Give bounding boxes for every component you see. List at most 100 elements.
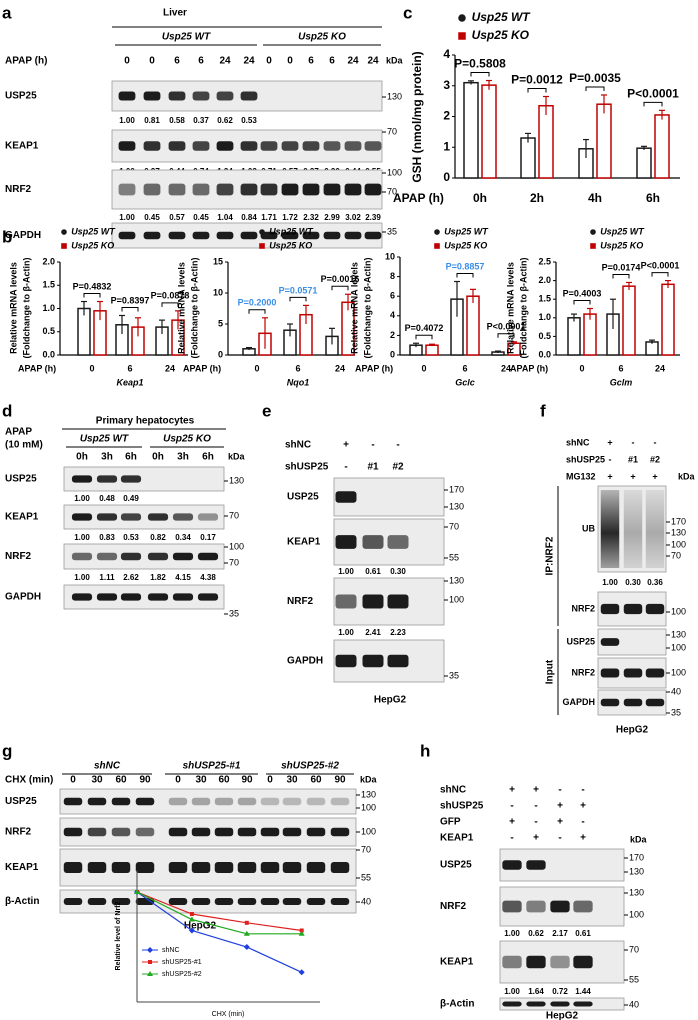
band — [147, 593, 169, 601]
lane-label: #1 — [367, 462, 379, 473]
band — [96, 593, 118, 601]
series-line — [136, 891, 302, 932]
protein-label: NRF2 — [5, 184, 32, 195]
band — [135, 827, 155, 837]
legend-label: Usp25 WT — [71, 226, 116, 236]
quant-label: 1.00 — [504, 987, 520, 996]
y-tick-label: 5 — [218, 318, 223, 328]
marker-label: 130 — [449, 575, 464, 585]
quant-label: 1.00 — [74, 533, 90, 542]
band — [526, 900, 546, 913]
significance-bracket — [456, 273, 474, 278]
legend-marker — [147, 947, 153, 953]
group-label: Usp25 KO — [298, 32, 346, 43]
quant-label: 2.17 — [552, 929, 568, 938]
band — [502, 860, 522, 870]
band — [118, 91, 136, 101]
band — [573, 1001, 593, 1007]
bar — [636, 147, 652, 179]
y-tick-label: 0.5 — [538, 331, 551, 341]
y-tick-label: 1.0 — [538, 312, 551, 322]
point — [188, 916, 195, 922]
lane-label: + — [630, 471, 635, 481]
x-tick-label: 6 — [618, 363, 623, 373]
point — [243, 944, 250, 950]
protein-label: USP25 — [287, 492, 319, 503]
protein-label: KEAP1 — [440, 957, 474, 968]
p-value: P=0.4072 — [405, 323, 444, 333]
band — [306, 898, 326, 905]
band — [260, 231, 278, 240]
condition-label: APAP (h) — [5, 56, 47, 67]
significance-bracket — [612, 273, 630, 279]
band — [282, 797, 302, 806]
quant-label: 0.45 — [144, 213, 160, 222]
quant-label: 0.81 — [144, 116, 160, 125]
protein-label: β-Actin — [440, 999, 474, 1010]
band — [645, 668, 665, 678]
quant-label: 0.36 — [647, 578, 663, 587]
band — [168, 797, 188, 806]
y-tick-label: 1 — [443, 139, 450, 153]
band — [281, 183, 299, 196]
point — [299, 928, 304, 933]
condition-label: MG132 — [566, 471, 596, 481]
band — [237, 861, 257, 874]
x-axis-label: APAP (h) — [510, 363, 548, 373]
quant-label: 0.34 — [175, 533, 191, 542]
bar — [466, 295, 480, 356]
marker-label: 130 — [629, 887, 644, 897]
band — [623, 603, 643, 615]
significance-bracket — [651, 272, 669, 277]
quant-label: 0.53 — [241, 116, 257, 125]
bar — [463, 81, 479, 179]
band — [172, 513, 194, 521]
band — [282, 827, 302, 837]
band — [118, 231, 136, 240]
band — [214, 861, 234, 874]
lane-label: 60 — [115, 775, 127, 786]
band — [216, 183, 234, 196]
marker-label: 100 — [449, 594, 464, 604]
lane-label: - — [558, 833, 561, 844]
y-tick-label: 8 — [390, 271, 395, 281]
y-axis-label: Relative mRNA levels — [8, 262, 18, 354]
lane-label: 0 — [266, 56, 272, 67]
band — [168, 183, 186, 196]
panel-title: Liver — [163, 8, 187, 19]
quant-label: 3.02 — [345, 213, 361, 222]
band — [111, 861, 131, 874]
x-tick-label: 24 — [165, 363, 175, 373]
x-tick-label: 0 — [579, 363, 584, 373]
significance-bracket — [415, 334, 433, 340]
marker-label: 130 — [449, 501, 464, 511]
quant-label: 4.15 — [175, 573, 191, 582]
x-tick-label: 0h — [473, 191, 487, 205]
band — [87, 797, 107, 806]
y-tick-label: 3 — [443, 78, 450, 92]
marker-label: 100 — [671, 667, 686, 677]
band — [330, 898, 350, 905]
legend-marker — [61, 243, 67, 249]
band — [87, 861, 107, 874]
band — [364, 231, 382, 240]
marker-label: 55 — [629, 974, 639, 984]
legend-label: Usp25 WT — [472, 10, 532, 24]
band — [550, 900, 570, 913]
lane-label: 0 — [267, 775, 273, 786]
band — [502, 955, 522, 969]
significance-bracket — [289, 296, 307, 302]
band — [330, 797, 350, 806]
quant-label: 0.84 — [241, 213, 257, 222]
y-axis-label: Relative mRNA levels — [505, 262, 515, 354]
bar — [645, 341, 659, 356]
lane-label: #2 — [650, 454, 660, 464]
x-axis-label: APAP (h) — [355, 363, 393, 373]
y-tick-label: 6 — [390, 291, 395, 301]
panel-label: f — [540, 401, 546, 420]
band — [330, 861, 350, 874]
panel-label: b — [2, 227, 12, 246]
legend-marker — [148, 960, 152, 964]
marker-label: 170 — [629, 852, 644, 862]
